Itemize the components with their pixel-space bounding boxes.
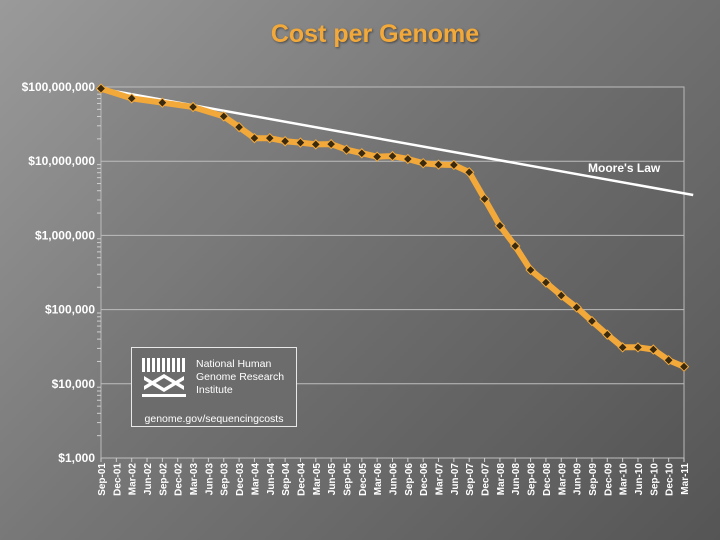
cost-data-point (387, 150, 398, 162)
cost-data-point (126, 93, 137, 104)
cost-data-point (433, 159, 444, 170)
x-tick-label: Sep-05 (342, 463, 353, 496)
x-tick-label: Mar-09 (557, 463, 568, 496)
x-tick-label: Dec-06 (419, 463, 430, 496)
x-tick-label: Dec-08 (542, 463, 553, 496)
x-tick-label: Jun-08 (511, 463, 522, 496)
cost-data-point (663, 354, 674, 366)
x-tick-label: Sep-04 (281, 463, 292, 496)
x-tick-label: Sep-10 (649, 463, 660, 496)
cost-data-point (417, 157, 429, 169)
x-tick-label: Sep-03 (220, 463, 231, 496)
logo-line-3: Institute (196, 384, 233, 396)
x-tick-label: Jun-07 (450, 463, 461, 496)
x-tick-label: Dec-07 (481, 463, 492, 496)
cost-data-point (602, 329, 613, 340)
x-tick-label: Sep-07 (465, 463, 476, 496)
cost-data-point (479, 193, 490, 205)
cost-data-point (233, 121, 245, 133)
x-tick-label: Dec-01 (112, 463, 123, 496)
cost-data-point (678, 361, 690, 372)
cost-data-point (371, 151, 383, 162)
x-tick-label: Mar-11 (680, 463, 691, 495)
x-tick-label: Jun-04 (266, 463, 277, 496)
cost-data-point (540, 277, 552, 288)
cost-data-point (264, 132, 275, 144)
logo-url: genome.gov/sequencingcosts (144, 413, 284, 425)
cost-data-point (617, 342, 628, 353)
cost-data-point (95, 83, 107, 94)
x-tick-label: Sep-08 (527, 463, 538, 496)
cost-data-point (218, 111, 229, 122)
cost-data-point (295, 137, 306, 148)
x-tick-label: Jun-02 (143, 463, 154, 496)
y-tick-label: $100,000,000 (22, 80, 96, 94)
x-tick-label: Dec-03 (235, 463, 246, 496)
cost-data-point (249, 132, 260, 144)
x-tick-label: Dec-04 (296, 463, 307, 496)
x-tick-label: Mar-02 (128, 463, 139, 496)
nhgri-logo-name: National Human Genome Research Institute (196, 358, 296, 397)
x-tick-label: Jun-10 (634, 463, 645, 496)
x-tick-label: Mar-03 (189, 463, 200, 496)
cost-data-point (648, 344, 659, 355)
cost-data-point (510, 240, 521, 252)
x-tick-label: Dec-05 (358, 463, 369, 496)
x-tick-label: Mar-10 (619, 463, 630, 496)
x-tick-label: Dec-10 (665, 463, 676, 496)
y-tick-label: $1,000 (58, 451, 95, 465)
cost-data-point (157, 97, 168, 108)
cost-data-point (525, 264, 536, 276)
x-tick-label: Dec-02 (174, 463, 185, 496)
x-tick-label: Jun-05 (327, 463, 338, 496)
logo-line-2: Genome Research (196, 371, 285, 383)
x-tick-label: Mar-07 (435, 463, 446, 496)
x-tick-label: Jun-09 (573, 463, 584, 496)
cost-data-point (464, 167, 475, 178)
chart-title: Cost per Genome (270, 20, 480, 48)
cost-data-point (448, 159, 460, 171)
cost-data-point (325, 138, 337, 150)
x-axis-ticks: Sep-01 Dec-01 Mar-02 Jun-02 Sep-02 Dec-02 Mar-… (97, 458, 691, 496)
x-tick-label: Mar-06 (373, 463, 384, 496)
x-tick-label: Mar-08 (496, 463, 507, 496)
cost-data-point (356, 148, 368, 159)
y-tick-label: $10,000,000 (28, 154, 95, 168)
cost-data-point (187, 101, 199, 113)
y-axis-ticks: $100,000,000 $10,000,000 $1,000,000 $100,00… (22, 80, 101, 465)
cost-data-point (632, 342, 644, 353)
x-tick-label: Jun-06 (389, 463, 400, 496)
x-tick-label: Dec-09 (603, 463, 614, 496)
cost-data-point (341, 144, 352, 155)
cost-data-point (279, 136, 291, 147)
cost-data-point (402, 153, 414, 165)
x-tick-label: Sep-02 (158, 463, 169, 496)
cost-data-point (494, 220, 506, 231)
x-tick-label: Sep-06 (404, 463, 415, 496)
moores-law-label: Moore's Law (588, 161, 661, 175)
series-layer: Moore's Law (95, 83, 694, 372)
nhgri-logo-box: National Human Genome Research Institute… (131, 347, 297, 427)
x-tick-label: Sep-09 (588, 463, 599, 496)
cost-data-point (310, 139, 321, 150)
nhgri-logo-icon (142, 358, 186, 397)
y-tick-label: $1,000,000 (35, 228, 95, 242)
y-tick-label: $100,000 (45, 303, 95, 317)
cost-data-point (556, 290, 567, 301)
logo-line-1: National Human (196, 358, 272, 370)
x-tick-label: Sep-01 (97, 463, 108, 496)
y-tick-label: $10,000 (52, 377, 96, 391)
x-tick-label: Mar-04 (250, 463, 261, 496)
x-tick-label: Jun-03 (204, 463, 215, 496)
cost-data-point (586, 315, 598, 327)
x-tick-label: Mar-05 (312, 463, 323, 496)
cost-data-point (571, 302, 582, 313)
